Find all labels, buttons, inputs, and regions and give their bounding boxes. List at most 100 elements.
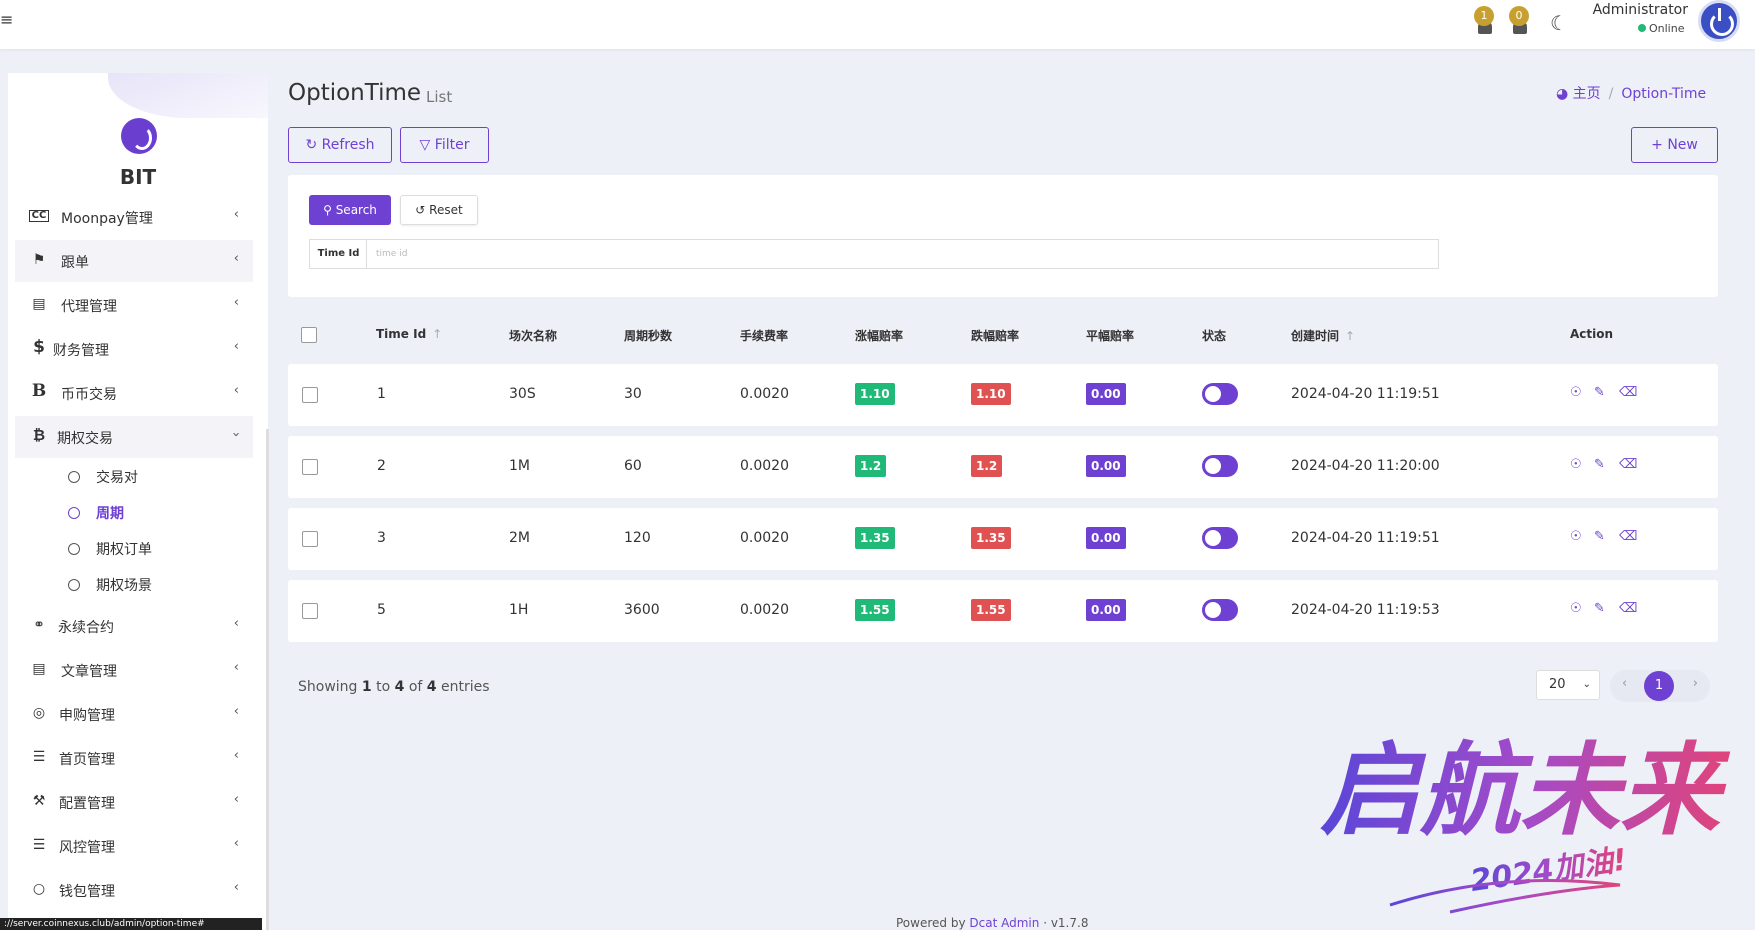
sidebar-subitem-period[interactable]: 周期 — [68, 503, 124, 523]
cell-name: 2M — [509, 530, 530, 546]
circle-icon — [68, 507, 80, 519]
footer-link[interactable]: Dcat Admin — [969, 916, 1040, 930]
sidebar-item-moonpay[interactable]: CC Moonpay管理 ‹ — [15, 196, 253, 238]
sidebar-item-homepage[interactable]: ☰ 首页管理 ‹ — [15, 737, 253, 779]
delete-trash-icon[interactable]: ⌫ — [1619, 529, 1638, 544]
sidebar-item-perpetual[interactable]: ⚭ 永续合约 ‹ — [15, 605, 253, 647]
sidebar-subitem-label: 周期 — [96, 506, 124, 522]
view-eye-icon[interactable]: ☉ — [1570, 601, 1582, 616]
notification-bell-2[interactable]: 0 — [1509, 6, 1531, 36]
cell-fee: 0.0020 — [740, 602, 789, 618]
sidebar-item-label: 配置管理 — [59, 796, 115, 812]
status-toggle[interactable] — [1202, 383, 1238, 405]
delete-trash-icon[interactable]: ⌫ — [1619, 385, 1638, 400]
column-header-fee: 手续费率 — [740, 329, 789, 343]
refresh-button[interactable]: ↻ Refresh — [288, 127, 392, 163]
hamburger-menu-icon[interactable]: ≡ — [0, 10, 14, 29]
cell-time-id: 3 — [377, 530, 386, 546]
sidebar-subitem-scenes[interactable]: 期权场景 — [68, 575, 152, 595]
sidebar-scrollbar[interactable] — [266, 429, 269, 930]
column-header-status: 状态 — [1202, 329, 1227, 343]
sidebar-item-agent[interactable]: ▤ 代理管理 ‹ — [15, 284, 253, 326]
next-page-chevron-icon[interactable]: › — [1692, 676, 1698, 691]
delete-trash-icon[interactable]: ⌫ — [1619, 601, 1638, 616]
edit-pencil-icon[interactable]: ✎ — [1594, 457, 1605, 472]
row-checkbox[interactable] — [302, 531, 318, 547]
column-header-time-id[interactable]: Time Id ↑ — [376, 327, 442, 341]
sidebar-item-finance[interactable]: $ 财务管理 ‹ — [15, 328, 253, 370]
view-eye-icon[interactable]: ☉ — [1570, 529, 1582, 544]
id-card-icon: ▤ — [32, 296, 46, 312]
search-button[interactable]: ⚲ Search — [309, 195, 391, 225]
delete-trash-icon[interactable]: ⌫ — [1619, 457, 1638, 472]
circle-icon — [68, 543, 80, 555]
time-id-input[interactable] — [366, 239, 1439, 269]
sidebar-item-spot[interactable]: B 币币交易 ‹ — [15, 372, 253, 414]
edit-pencil-icon[interactable]: ✎ — [1594, 601, 1605, 616]
breadcrumb-separator: / — [1608, 86, 1614, 102]
down-odds-badge: 1.2 — [971, 455, 1003, 477]
brand-name[interactable]: BIT — [119, 165, 157, 189]
sidebar-subitem-label: 期权场景 — [96, 578, 152, 594]
edit-pencil-icon[interactable]: ✎ — [1594, 529, 1605, 544]
page-subtitle: List — [426, 88, 453, 106]
sort-arrow-icon[interactable]: ↑ — [1345, 329, 1356, 343]
select-all-checkbox[interactable] — [301, 327, 317, 343]
down-odds-badge: 1.55 — [971, 599, 1011, 621]
sidebar-header-decoration — [108, 73, 268, 118]
wrench-icon: ⚒ — [32, 793, 46, 809]
chevron-left-icon: ‹ — [233, 616, 239, 631]
page-number-current[interactable]: 1 — [1644, 671, 1674, 701]
row-checkbox[interactable] — [302, 459, 318, 475]
page-size-select[interactable]: 20 ⌄ — [1536, 670, 1600, 700]
status-toggle[interactable] — [1202, 527, 1238, 549]
view-eye-icon[interactable]: ☉ — [1570, 457, 1582, 472]
pagination-summary: Showing 1 to 4 of 4 entries — [298, 679, 490, 695]
prev-page-chevron-icon[interactable]: ‹ — [1622, 676, 1628, 691]
row-checkbox[interactable] — [302, 387, 318, 403]
table-row: 1 30S 30 0.0020 1.10 1.10 0.00 2024-04-2… — [288, 364, 1718, 426]
sidebar-item-label: Moonpay管理 — [61, 211, 153, 227]
sidebar-item-copytrade[interactable]: ⚑ 跟单 ‹ — [15, 240, 253, 282]
edit-pencil-icon[interactable]: ✎ — [1594, 385, 1605, 400]
reset-button[interactable]: ↺ Reset — [400, 195, 478, 225]
watermark-swoosh — [1389, 879, 1621, 914]
cell-seconds: 120 — [624, 530, 651, 546]
notification-badge: 0 — [1509, 6, 1529, 26]
dark-mode-moon-icon[interactable]: ☾ — [1550, 11, 1568, 35]
sidebar-item-articles[interactable]: ▤ 文章管理 ‹ — [15, 649, 253, 691]
summary-of-word: of — [408, 679, 423, 695]
column-header-created[interactable]: 创建时间 ↑ — [1291, 327, 1355, 344]
brand-logo-icon[interactable] — [121, 118, 157, 154]
status-toggle[interactable] — [1202, 599, 1238, 621]
user-avatar[interactable] — [1698, 0, 1740, 42]
chevron-left-icon: ‹ — [233, 207, 239, 222]
row-checkbox[interactable] — [302, 603, 318, 619]
column-header-flat-odds: 平幅赔率 — [1086, 329, 1135, 343]
sidebar-item-risk[interactable]: ☰ 风控管理 ‹ — [15, 825, 253, 867]
new-button[interactable]: + New — [1631, 127, 1718, 163]
filter-button[interactable]: ▽ Filter — [400, 127, 489, 163]
sidebar-subitem-orders[interactable]: 期权订单 — [68, 539, 152, 559]
chevron-left-icon: ‹ — [233, 836, 239, 851]
summary-prefix: Showing — [298, 679, 358, 695]
sidebar-item-subscription[interactable]: ◎ 申购管理 ‹ — [15, 693, 253, 735]
status-toggle[interactable] — [1202, 455, 1238, 477]
filter-icon: ▽ — [419, 137, 431, 153]
sidebar-item-label: 永续合约 — [58, 620, 114, 636]
breadcrumb-home[interactable]: 主页 — [1572, 86, 1601, 102]
cell-created: 2024-04-20 11:19:51 — [1291, 530, 1440, 546]
sidebar-item-config[interactable]: ⚒ 配置管理 ‹ — [15, 781, 253, 823]
user-name[interactable]: Administrator — [1592, 2, 1688, 18]
notification-bell-1[interactable]: 1 — [1474, 6, 1496, 36]
sort-arrow-icon[interactable]: ↑ — [432, 327, 443, 341]
column-header-up-odds: 涨幅赔率 — [855, 329, 904, 343]
summary-to-word: to — [376, 679, 391, 695]
sidebar-item-options[interactable]: ₿ 期权交易 ‹ — [15, 416, 253, 458]
sidebar-item-wallet[interactable]: ○ 钱包管理 ‹ — [15, 869, 253, 911]
column-header-name: 场次名称 — [509, 329, 558, 343]
view-eye-icon[interactable]: ☉ — [1570, 385, 1582, 400]
sidebar-subitem-pairs[interactable]: 交易对 — [68, 467, 138, 487]
sidebar-item-label: 申购管理 — [59, 708, 115, 724]
up-odds-badge: 1.55 — [855, 599, 895, 621]
